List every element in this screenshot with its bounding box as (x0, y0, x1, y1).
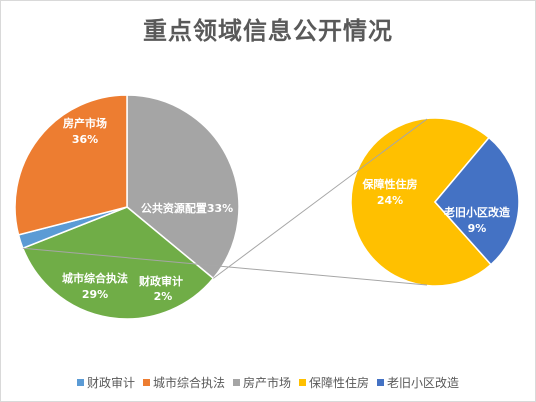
chart-title: 重点领域信息公开情况 (143, 17, 393, 45)
legend-label: 财政审计 (86, 376, 135, 390)
label-slice-2-value: 36% (72, 133, 98, 146)
label-slice-0-name: 财政审计 (138, 274, 183, 288)
legend-label: 城市综合执法 (152, 376, 225, 390)
legend-item-0: 财政审计 (76, 374, 135, 391)
legend-swatch (377, 379, 385, 386)
label-slice-5-name: 老旧小区改造 (443, 205, 511, 219)
label-slice-1-value: 29% (82, 288, 108, 301)
connector-line-top (212, 118, 428, 279)
legend-label: 老旧小区改造 (387, 376, 460, 390)
legend-label: 房产市场 (242, 376, 291, 390)
legend-item-4: 老旧小区改造 (377, 374, 459, 391)
legend-swatch (142, 379, 150, 386)
secondary-slice-4 (350, 117, 493, 287)
label-slice-0-value: 2% (154, 290, 173, 303)
connector-line-bottom (22, 247, 428, 286)
main-slice-1 (14, 94, 128, 236)
secondary-slice-5 (434, 136, 520, 266)
label-slice-3: 公共资源配置33% (141, 201, 233, 215)
legend-label: 保障性住房 (309, 376, 370, 390)
label-slice-2-name: 房产市场 (63, 116, 107, 130)
main-slice-2 (126, 94, 240, 280)
legend-item-1: 城市综合执法 (142, 374, 225, 391)
legend-swatch (232, 379, 240, 386)
legend-swatch (76, 379, 84, 386)
chart-legend: 财政审计 城市综合执法 房产市场 保障性住房 老旧小区改造 (1, 374, 535, 391)
legend-item-3: 保障性住房 (299, 374, 369, 391)
label-slice-5-value: 9% (468, 222, 487, 235)
label-slice-4-value: 24% (377, 194, 403, 207)
legend-swatch (299, 379, 306, 386)
main-slice-3 (21, 206, 215, 320)
label-slice-1-name: 城市综合执法 (62, 271, 128, 285)
legend-item-2: 房产市场 (232, 374, 291, 391)
label-slice-4-name: 保障性住房 (362, 177, 418, 191)
